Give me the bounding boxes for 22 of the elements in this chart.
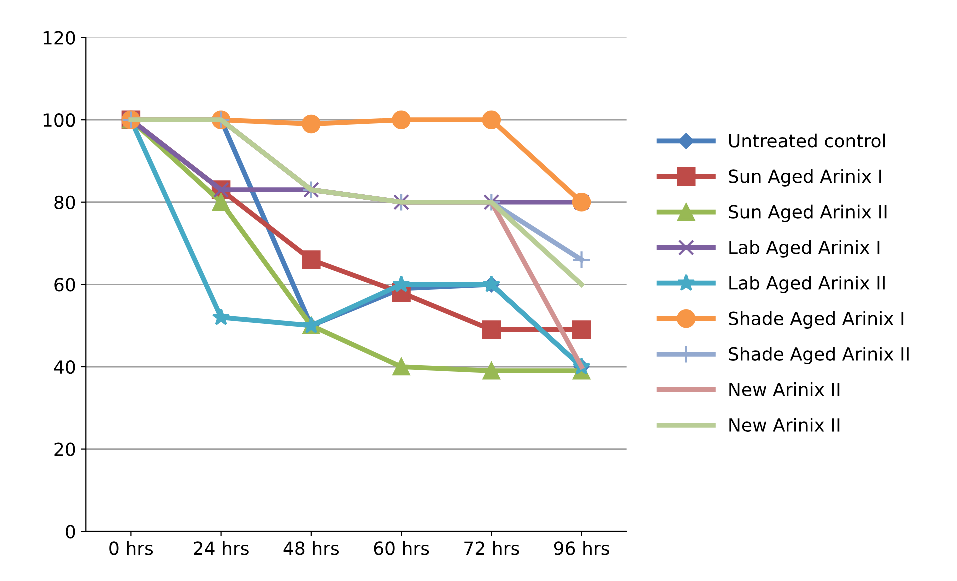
legend-label: Shade Aged Arinix II [729, 347, 909, 364]
x-tick-label: 96 hrs [554, 541, 610, 556]
legend-label: New Arinix II [730, 382, 840, 397]
y-tick-label: 40 [54, 360, 76, 374]
y-tick-label: 20 [54, 442, 76, 456]
y-tick-label: 120 [44, 31, 76, 45]
y-tick-label: 80 [54, 196, 76, 210]
legend-label: Sun Aged Arinix II [729, 204, 887, 222]
x-tick-label: 72 hrs [464, 541, 520, 556]
x-tick-label: 24 hrs [194, 541, 249, 556]
x-tick-label: 0 hrs [110, 541, 154, 556]
legend-label: Untreated control [729, 134, 886, 148]
legend-label: Lab Aged Arinix I [730, 240, 880, 258]
x-tick-label: 48 hrs [284, 541, 340, 556]
legend-label: Lab Aged Arinix II [730, 276, 885, 294]
legend-label: Sun Aged Arinix I [729, 169, 882, 187]
legend-label: Shade Aged Arinix I [729, 311, 904, 329]
y-tick-label: 0 [66, 525, 76, 539]
y-tick-label: 60 [54, 278, 76, 292]
y-tick-label: 100 [44, 114, 76, 128]
x-tick-label: 60 hrs [374, 541, 430, 556]
legend-label: New Arinix II [730, 418, 840, 432]
